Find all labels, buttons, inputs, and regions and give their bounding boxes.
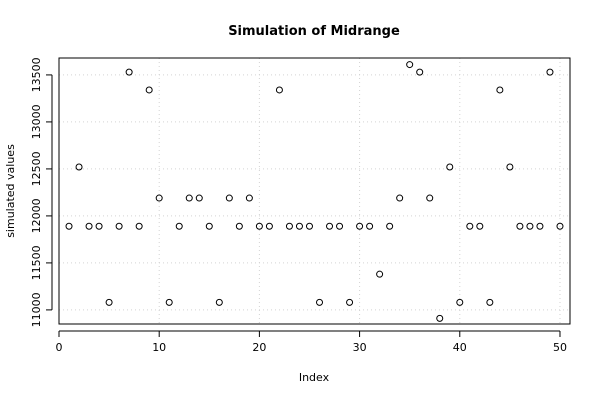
data-point xyxy=(225,194,233,202)
data-point xyxy=(326,222,334,230)
x-tick-label: 50 xyxy=(553,341,567,354)
data-point xyxy=(235,222,243,230)
data-point xyxy=(185,194,193,202)
grid-lines xyxy=(58,58,570,324)
data-point xyxy=(245,194,253,202)
data-point xyxy=(446,163,454,171)
data-point xyxy=(85,222,93,230)
data-point xyxy=(255,222,263,230)
data-point xyxy=(436,314,444,322)
data-point xyxy=(416,68,424,76)
data-point xyxy=(406,61,414,69)
data-point xyxy=(95,222,103,230)
data-point xyxy=(476,222,484,230)
data-point xyxy=(546,68,554,76)
data-point xyxy=(175,222,183,230)
data-point xyxy=(145,86,153,94)
data-point xyxy=(386,222,394,230)
data-point xyxy=(456,298,464,306)
plot-frame xyxy=(58,57,571,325)
data-point xyxy=(356,222,364,230)
data-point xyxy=(295,222,303,230)
x-tick-label: 40 xyxy=(453,341,467,354)
x-tick-label: 10 xyxy=(152,341,166,354)
data-point xyxy=(265,222,273,230)
y-tick-label: 13000 xyxy=(30,104,43,139)
data-point xyxy=(336,222,344,230)
data-point xyxy=(486,298,494,306)
y-tick-label: 11500 xyxy=(30,245,43,280)
data-point xyxy=(426,194,434,202)
data-point xyxy=(115,222,123,230)
data-point xyxy=(65,222,73,230)
data-point xyxy=(346,298,354,306)
data-point xyxy=(135,222,143,230)
data-point xyxy=(155,194,163,202)
data-point xyxy=(496,86,504,94)
data-point xyxy=(305,222,313,230)
y-axis: 11000 11500 12000 12500 13000 13500 xyxy=(30,57,53,327)
x-tick-label: 30 xyxy=(353,341,367,354)
data-point xyxy=(506,163,514,171)
data-point xyxy=(125,68,133,76)
data-point xyxy=(105,298,113,306)
data-point xyxy=(466,222,474,230)
x-tick-label: 0 xyxy=(56,341,63,354)
data-point xyxy=(275,86,283,94)
y-tick-label: 12500 xyxy=(30,151,43,186)
data-point xyxy=(75,163,83,171)
data-point xyxy=(556,222,564,230)
chart-title: Simulation of Midrange xyxy=(228,24,400,39)
data-point xyxy=(316,298,324,306)
x-axis: 0 10 20 30 40 50 xyxy=(56,330,567,354)
data-point xyxy=(366,222,374,230)
data-point xyxy=(215,298,223,306)
data-point xyxy=(376,270,384,278)
y-tick-label: 11000 xyxy=(30,292,43,327)
data-point xyxy=(165,298,173,306)
data-point xyxy=(285,222,293,230)
y-axis-label: simulated values xyxy=(4,144,17,238)
data-point xyxy=(396,194,404,202)
y-tick-label: 12000 xyxy=(30,198,43,233)
data-point xyxy=(195,194,203,202)
data-point xyxy=(516,222,524,230)
data-point xyxy=(526,222,534,230)
data-point xyxy=(205,222,213,230)
x-axis-label: Index xyxy=(299,371,330,384)
x-tick-label: 20 xyxy=(252,341,266,354)
y-tick-label: 13500 xyxy=(30,57,43,92)
data-points xyxy=(65,61,564,322)
data-point xyxy=(536,222,544,230)
